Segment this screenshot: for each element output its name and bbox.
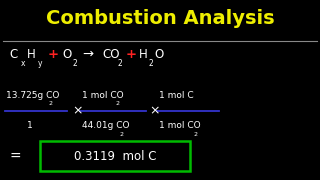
Text: H: H xyxy=(27,48,36,60)
Text: =: = xyxy=(10,150,21,164)
Text: O: O xyxy=(154,48,164,60)
Text: 2: 2 xyxy=(193,132,197,137)
Text: 2: 2 xyxy=(73,59,78,68)
Text: +: + xyxy=(125,48,136,60)
Text: CO: CO xyxy=(102,48,120,60)
Text: 0.3119  mol C: 0.3119 mol C xyxy=(74,150,156,163)
Text: 2: 2 xyxy=(119,132,124,137)
Text: Combustion Analysis: Combustion Analysis xyxy=(46,8,274,28)
Text: 13.725g CO: 13.725g CO xyxy=(6,91,60,100)
Text: 2: 2 xyxy=(49,101,53,106)
Text: C: C xyxy=(10,48,18,60)
Text: H: H xyxy=(139,48,148,60)
Text: 2: 2 xyxy=(118,59,123,68)
Text: ×: × xyxy=(72,104,83,117)
Text: 1 mol CO: 1 mol CO xyxy=(82,91,123,100)
Text: y: y xyxy=(38,59,42,68)
Text: 1 mol C: 1 mol C xyxy=(159,91,194,100)
Text: +: + xyxy=(47,48,58,60)
Text: ×: × xyxy=(150,104,160,117)
Text: →: → xyxy=(83,48,94,60)
Text: 2: 2 xyxy=(149,59,154,68)
FancyBboxPatch shape xyxy=(40,141,190,171)
Text: 44.01g CO: 44.01g CO xyxy=(82,122,129,130)
Text: O: O xyxy=(62,48,72,60)
Text: 1 mol CO: 1 mol CO xyxy=(159,122,201,130)
Text: x: x xyxy=(21,59,25,68)
Text: 2: 2 xyxy=(116,101,120,106)
Text: 1: 1 xyxy=(27,122,33,130)
